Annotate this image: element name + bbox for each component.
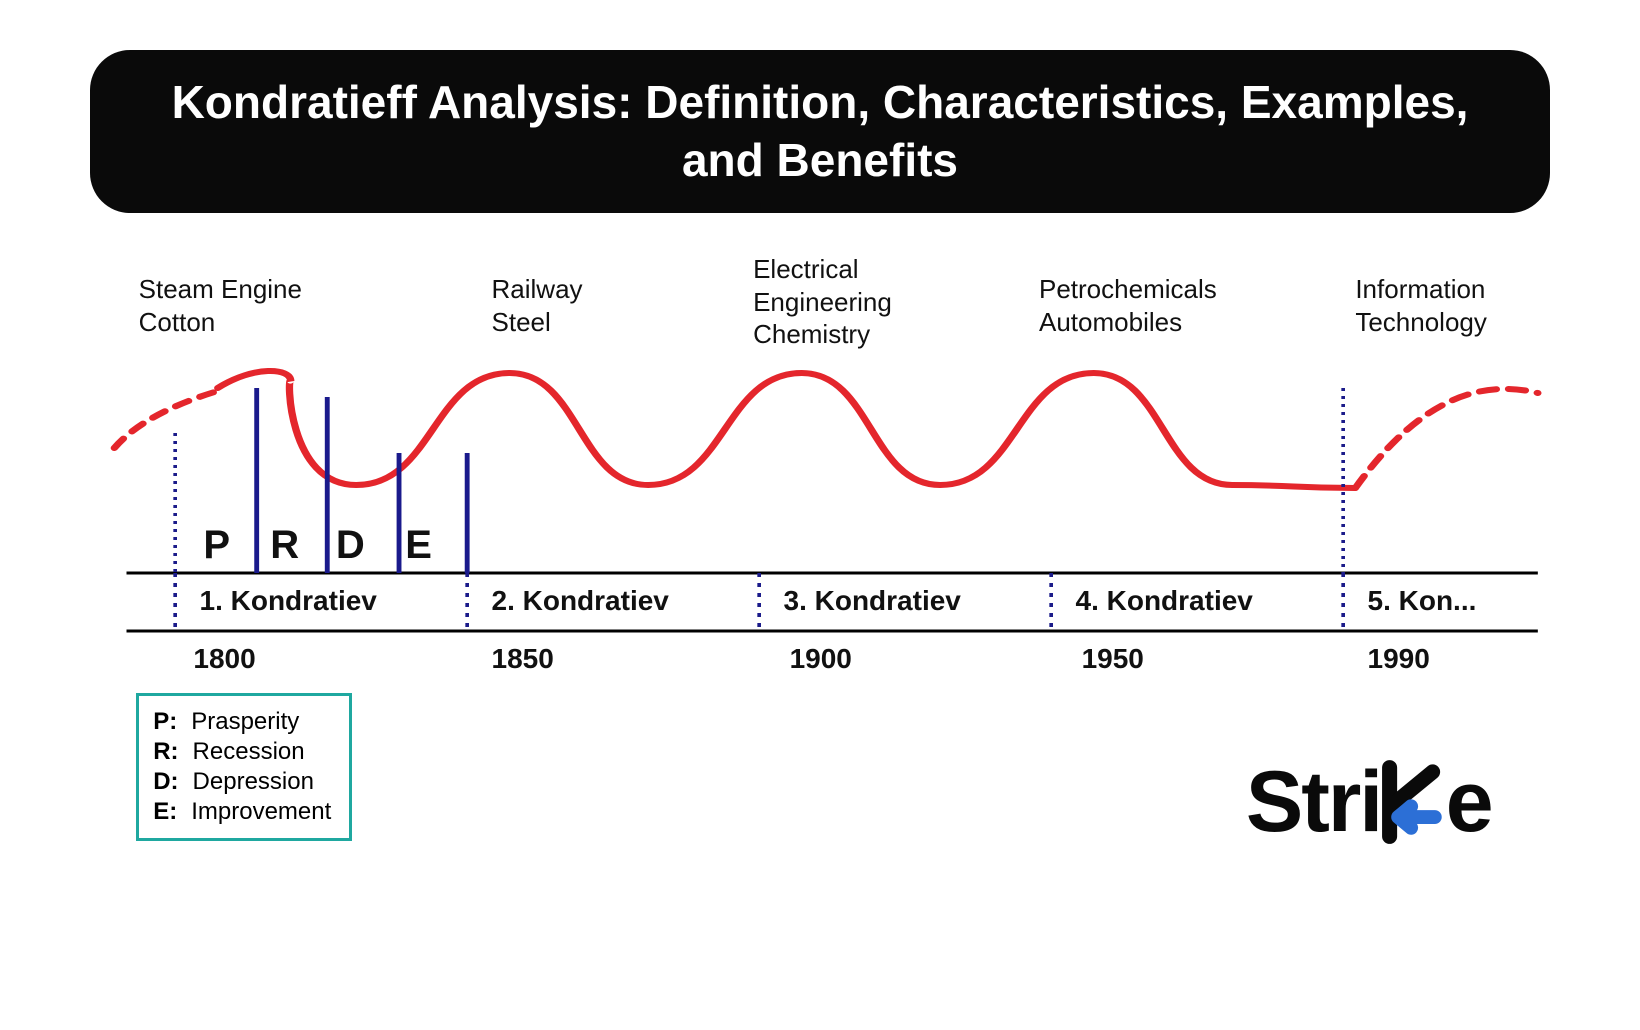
cycle-label: 3. Kondratiev	[784, 585, 961, 617]
strike-logo: Strie	[1246, 753, 1492, 852]
title-text: Kondratieff Analysis: Definition, Charac…	[172, 76, 1469, 186]
logo-text: Stri	[1246, 753, 1381, 852]
legend: P: Prasperity R: Recession D: Depression E: Imp…	[136, 693, 352, 841]
legend-row: E: Improvement	[153, 798, 331, 826]
page-title: Kondratieff Analysis: Definition, Charac…	[90, 50, 1550, 213]
phase-letter: P	[203, 523, 230, 568]
phase-letter: R	[270, 523, 299, 568]
era-label: Steam EngineCotton	[139, 273, 302, 338]
year-label: 1850	[492, 643, 554, 675]
era-label: InformationTechnology	[1355, 273, 1487, 338]
era-label: ElectricalEngineeringChemistry	[753, 253, 892, 351]
legend-val: Recession	[193, 738, 305, 766]
year-label: 1950	[1082, 643, 1144, 675]
year-label: 1900	[790, 643, 852, 675]
cycle-label: 1. Kondratiev	[200, 585, 377, 617]
legend-val: Prasperity	[191, 708, 299, 736]
phase-letter: E	[405, 523, 432, 568]
cycle-label: 5. Kon...	[1368, 585, 1477, 617]
legend-row: R: Recession	[153, 738, 331, 766]
legend-key: D:	[153, 768, 178, 796]
kondratieff-chart: Steam EngineCotton RailwaySteel Electrical…	[90, 253, 1550, 793]
year-label: 1800	[193, 643, 255, 675]
era-label: RailwaySteel	[492, 273, 583, 338]
cycle-label: 4. Kondratiev	[1076, 585, 1253, 617]
legend-key: E:	[153, 798, 177, 826]
legend-val: Improvement	[191, 798, 331, 826]
legend-key: P:	[153, 708, 177, 736]
legend-val: Depression	[193, 768, 314, 796]
logo-text: e	[1446, 753, 1492, 852]
legend-row: P: Prasperity	[153, 708, 331, 736]
legend-key: R:	[153, 738, 178, 766]
legend-row: D: Depression	[153, 768, 331, 796]
year-label: 1990	[1368, 643, 1430, 675]
era-label: PetrochemicalsAutomobiles	[1039, 273, 1217, 338]
cycle-label: 2. Kondratiev	[492, 585, 669, 617]
logo-k-arrow-icon	[1381, 753, 1446, 852]
phase-letter: D	[336, 523, 365, 568]
